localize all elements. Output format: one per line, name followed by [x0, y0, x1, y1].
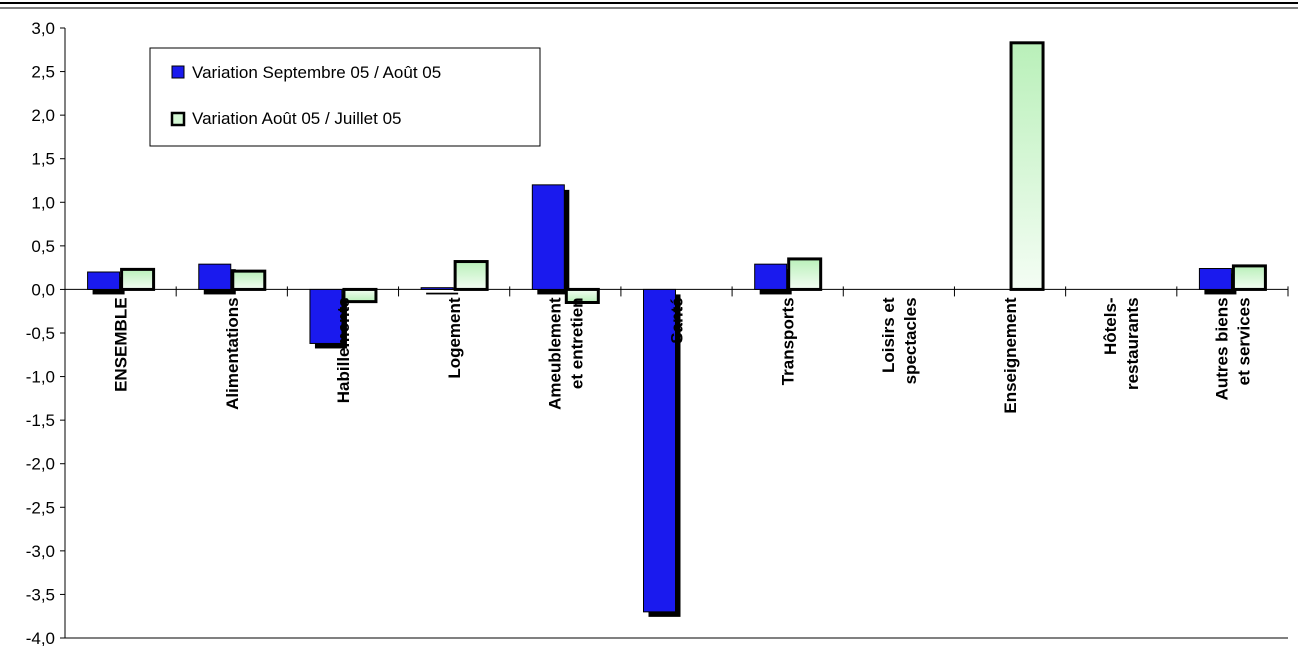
bar-series-1	[198, 263, 232, 290]
bar-series-2	[453, 260, 489, 291]
legend-box	[149, 47, 541, 147]
bar-series-1	[531, 184, 565, 290]
bar-series-2	[342, 287, 378, 304]
y-tick-label: -2,5	[26, 498, 55, 517]
legend: Variation Septembre 05 / Août 05 Variati…	[149, 47, 541, 147]
y-tick-label: 2,5	[31, 63, 55, 82]
x-category-label: Alimentations	[223, 297, 242, 409]
y-tick-label: -0,5	[26, 324, 55, 343]
x-category-label: et services	[1234, 297, 1253, 385]
x-category-label: ENSEMBLE	[112, 297, 131, 391]
y-tick-label: 3,0	[31, 19, 55, 38]
x-category-label: spectacles	[901, 297, 920, 384]
y-tick-label: 2,0	[31, 106, 55, 125]
legend-swatch-series-1	[171, 65, 185, 79]
bar-series-1	[643, 288, 676, 613]
x-category-label: Loisirs et	[879, 297, 898, 373]
x-category-label: Habillements	[334, 297, 353, 403]
legend-label-series-2: Variation Août 05 / Juillet 05	[192, 109, 402, 128]
x-category-label: Logement	[445, 297, 464, 379]
legend-swatch-series-2	[170, 111, 186, 127]
bar-series-1	[754, 263, 788, 290]
bar-series-2	[787, 257, 823, 291]
y-tick-label: -3,5	[26, 585, 55, 604]
bar-series-1	[420, 287, 454, 290]
x-category-label: et entretien	[567, 297, 586, 389]
x-category-label: restaurants	[1123, 297, 1142, 390]
bar-series-2	[1231, 264, 1267, 291]
x-category-label: Ameublement	[545, 297, 564, 410]
bar-series-2	[120, 267, 156, 291]
bar-shadow	[426, 292, 459, 295]
x-category-label: Enseignement	[1001, 297, 1020, 414]
x-category-label: Santé	[668, 297, 687, 343]
legend-label-series-1: Variation Septembre 05 / Août 05	[192, 63, 441, 82]
bar-series-2	[564, 287, 600, 304]
bar-series-2	[231, 269, 267, 291]
y-tick-label: -2,0	[26, 455, 55, 474]
y-tick-label: -1,0	[26, 368, 55, 387]
x-category-label: Hôtels-	[1101, 297, 1120, 355]
bar-series-1	[87, 271, 121, 290]
bar-series-2	[1009, 41, 1045, 291]
y-tick-label: 0,5	[31, 237, 55, 256]
x-category-label: Transports	[779, 297, 798, 385]
y-tick-label: 0,0	[31, 280, 55, 299]
y-tick-label: -4,0	[26, 629, 55, 646]
y-tick-label: -1,5	[26, 411, 55, 430]
y-tick-label: -3,0	[26, 542, 55, 561]
y-tick-label: 1,0	[31, 193, 55, 212]
y-tick-label: 1,5	[31, 150, 55, 169]
bar-series-1	[1198, 268, 1232, 290]
x-category-label: Autres biens	[1212, 297, 1231, 400]
bar-series-1	[309, 288, 343, 344]
